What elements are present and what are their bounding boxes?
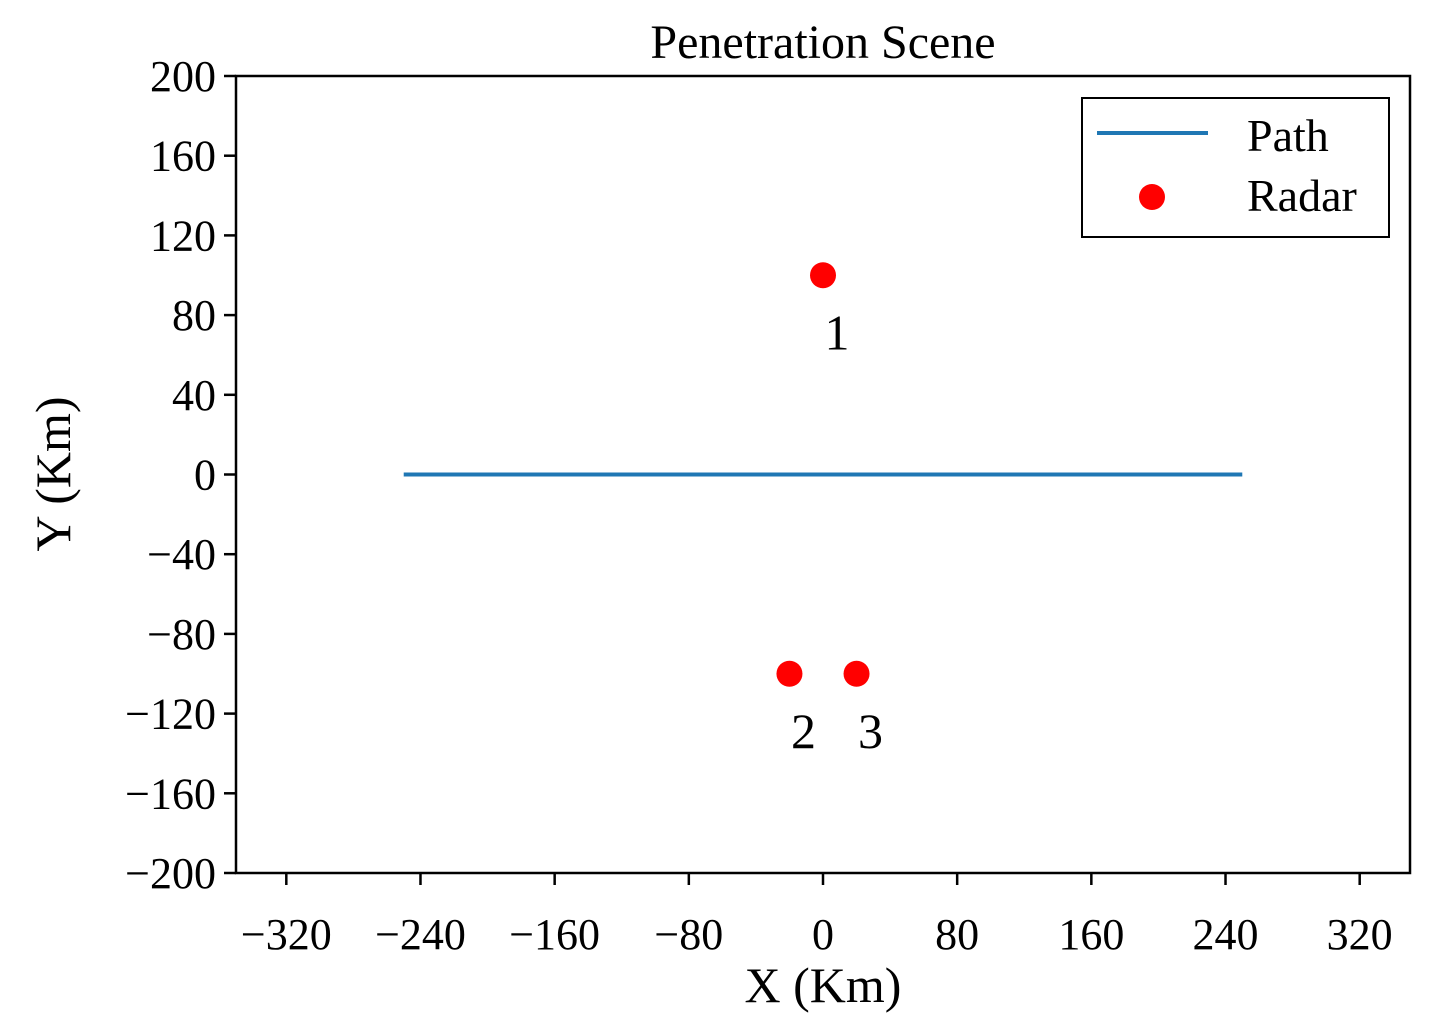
legend-path-label: Path (1247, 110, 1329, 161)
y-tick-label: −120 (125, 690, 216, 739)
y-axis-label: Y (Km) (25, 396, 81, 551)
plot-area: 1 2 3 (403, 262, 1243, 759)
radar-point-label-2: 2 (791, 703, 816, 759)
y-tick-label: 0 (194, 451, 216, 500)
legend-frame (1081, 97, 1390, 238)
legend: Path Radar (1081, 97, 1390, 238)
chart-title: Penetration Scene (650, 16, 995, 69)
y-tick-label: 120 (150, 211, 216, 260)
x-tick-label: −80 (654, 910, 723, 959)
x-tick-label: 240 (1193, 910, 1259, 959)
radar-point-1 (810, 262, 836, 289)
x-tick-label: −240 (375, 910, 466, 959)
y-axis: 200 160 120 80 40 0 −40 −80 −120 −160 −200 (125, 52, 236, 898)
legend-radar-label: Radar (1247, 170, 1357, 221)
x-tick-label: 320 (1327, 910, 1393, 959)
y-tick-label: 160 (150, 132, 216, 181)
y-tick-label: −160 (125, 769, 216, 818)
y-tick-label: −40 (147, 530, 216, 579)
y-tick-label: −200 (125, 849, 216, 898)
x-axis-label: X (Km) (745, 957, 902, 1013)
x-axis: −320 −240 −160 −80 0 80 160 240 320 (241, 873, 1393, 959)
legend-radar-swatch (1139, 184, 1165, 210)
radar-point-label-3: 3 (858, 703, 883, 759)
x-tick-label: 0 (812, 910, 834, 959)
x-tick-label: 80 (935, 910, 979, 959)
radar-point-2 (776, 660, 803, 687)
radar-point-label-1: 1 (825, 304, 850, 360)
y-tick-label: 40 (172, 371, 216, 420)
x-tick-label: 160 (1058, 910, 1124, 959)
radar-point-3 (843, 660, 870, 687)
y-tick-label: 200 (150, 52, 216, 101)
x-tick-label: −320 (241, 910, 332, 959)
x-tick-label: −160 (509, 910, 600, 959)
y-tick-label: 80 (172, 291, 216, 340)
y-tick-label: −80 (147, 610, 216, 659)
